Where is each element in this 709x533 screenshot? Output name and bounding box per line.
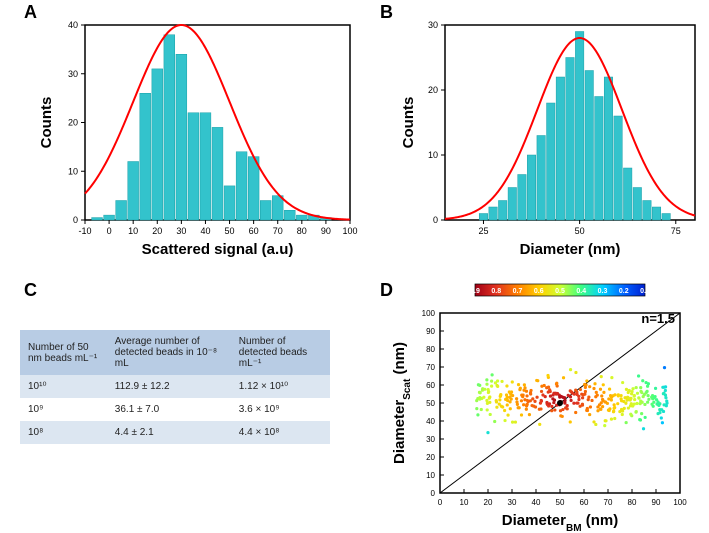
table-cell: 10¹⁰ [20,375,107,398]
svg-text:80: 80 [628,498,637,507]
svg-text:Diameter (nm): Diameter (nm) [520,241,621,258]
table-cell: 1.12 × 10¹⁰ [231,375,330,398]
svg-text:n=1.5: n=1.5 [641,311,675,326]
svg-text:0.4: 0.4 [576,288,586,295]
svg-text:30: 30 [426,435,435,444]
svg-text:80: 80 [297,226,307,236]
svg-text:50: 50 [556,498,565,507]
svg-text:50: 50 [426,399,435,408]
table-cell: 10⁸ [20,421,107,444]
table-cell: 3.6 × 10⁹ [231,398,330,421]
svg-text:10: 10 [460,498,469,507]
panel-c-table-wrap: Number of 50 nm beads mL⁻¹Average number… [20,330,330,444]
table-header: Number of detected beads mL⁻¹ [231,330,330,375]
svg-text:-10: -10 [78,226,91,236]
table-cell: 4.4 × 10⁸ [231,421,330,444]
svg-text:90: 90 [652,498,661,507]
table-cell: 4.4 ± 2.1 [107,421,231,444]
svg-text:20: 20 [426,453,435,462]
svg-text:100: 100 [673,498,687,507]
svg-text:0: 0 [433,215,438,225]
svg-text:80: 80 [426,345,435,354]
panel-label-b: B [380,2,393,23]
svg-text:60: 60 [580,498,589,507]
svg-text:0.8: 0.8 [491,288,501,295]
table-header: Number of 50 nm beads mL⁻¹ [20,330,107,375]
svg-text:70: 70 [426,363,435,372]
svg-text:Scattered signal (a.u): Scattered signal (a.u) [142,241,294,258]
figure: A B C D -1001020304050607080901000102030… [0,0,709,533]
panel-a-chart: -100102030405060708090100010203040Scatte… [30,10,360,265]
svg-text:40: 40 [200,226,210,236]
svg-text:0: 0 [431,489,436,498]
svg-text:40: 40 [68,20,78,30]
svg-text:0.9: 0.9 [470,288,480,295]
svg-text:10: 10 [128,226,138,236]
svg-text:0.5: 0.5 [555,288,565,295]
panel-c-table: Number of 50 nm beads mL⁻¹Average number… [20,330,330,444]
svg-text:70: 70 [273,226,283,236]
svg-text:0.6: 0.6 [534,288,544,295]
table-cell: 36.1 ± 7.0 [107,398,231,421]
svg-text:30: 30 [428,20,438,30]
svg-text:20: 20 [68,118,78,128]
svg-text:30: 30 [176,226,186,236]
svg-text:20: 20 [152,226,162,236]
svg-text:40: 40 [426,417,435,426]
svg-text:100: 100 [422,309,436,318]
svg-text:60: 60 [249,226,259,236]
table-cell: 112.9 ± 12.2 [107,375,231,398]
svg-text:DiameterScat (nm): DiameterScat (nm) [391,342,413,464]
svg-text:0: 0 [73,215,78,225]
svg-text:20: 20 [484,498,493,507]
panel-label-c: C [24,280,37,301]
svg-text:50: 50 [225,226,235,236]
svg-text:25: 25 [478,226,488,236]
table-cell: 10⁹ [20,398,107,421]
svg-text:90: 90 [426,327,435,336]
svg-text:20: 20 [428,85,438,95]
svg-text:30: 30 [68,69,78,79]
svg-text:10: 10 [68,166,78,176]
svg-text:0.2: 0.2 [619,288,629,295]
svg-text:0: 0 [107,226,112,236]
panel-b-chart: 25 50 75 0 10 20 30 Diameter (nm) Counts [395,10,705,265]
svg-text:75: 75 [671,226,681,236]
svg-text:70: 70 [604,498,613,507]
svg-text:10: 10 [428,150,438,160]
svg-text:0.1: 0.1 [640,288,650,295]
svg-text:60: 60 [426,381,435,390]
table-header: Average number of detected beads in 10⁻⁸… [107,330,231,375]
svg-text:40: 40 [532,498,541,507]
svg-text:30: 30 [508,498,517,507]
svg-text:0.3: 0.3 [598,288,608,295]
svg-text:100: 100 [342,226,357,236]
panel-d-chart: 0.9 0.8 0.7 0.6 0.5 0.4 0.3 0.2 0.1 0 10 20 30 40 50 60… [385,278,705,533]
svg-text:0.7: 0.7 [513,288,523,295]
svg-text:0: 0 [438,498,443,507]
svg-text:Counts: Counts [400,97,417,149]
svg-text:DiameterBM (nm): DiameterBM (nm) [502,512,618,533]
svg-text:90: 90 [321,226,331,236]
svg-text:50: 50 [575,226,585,236]
svg-text:Counts: Counts [38,97,55,149]
svg-text:10: 10 [426,471,435,480]
